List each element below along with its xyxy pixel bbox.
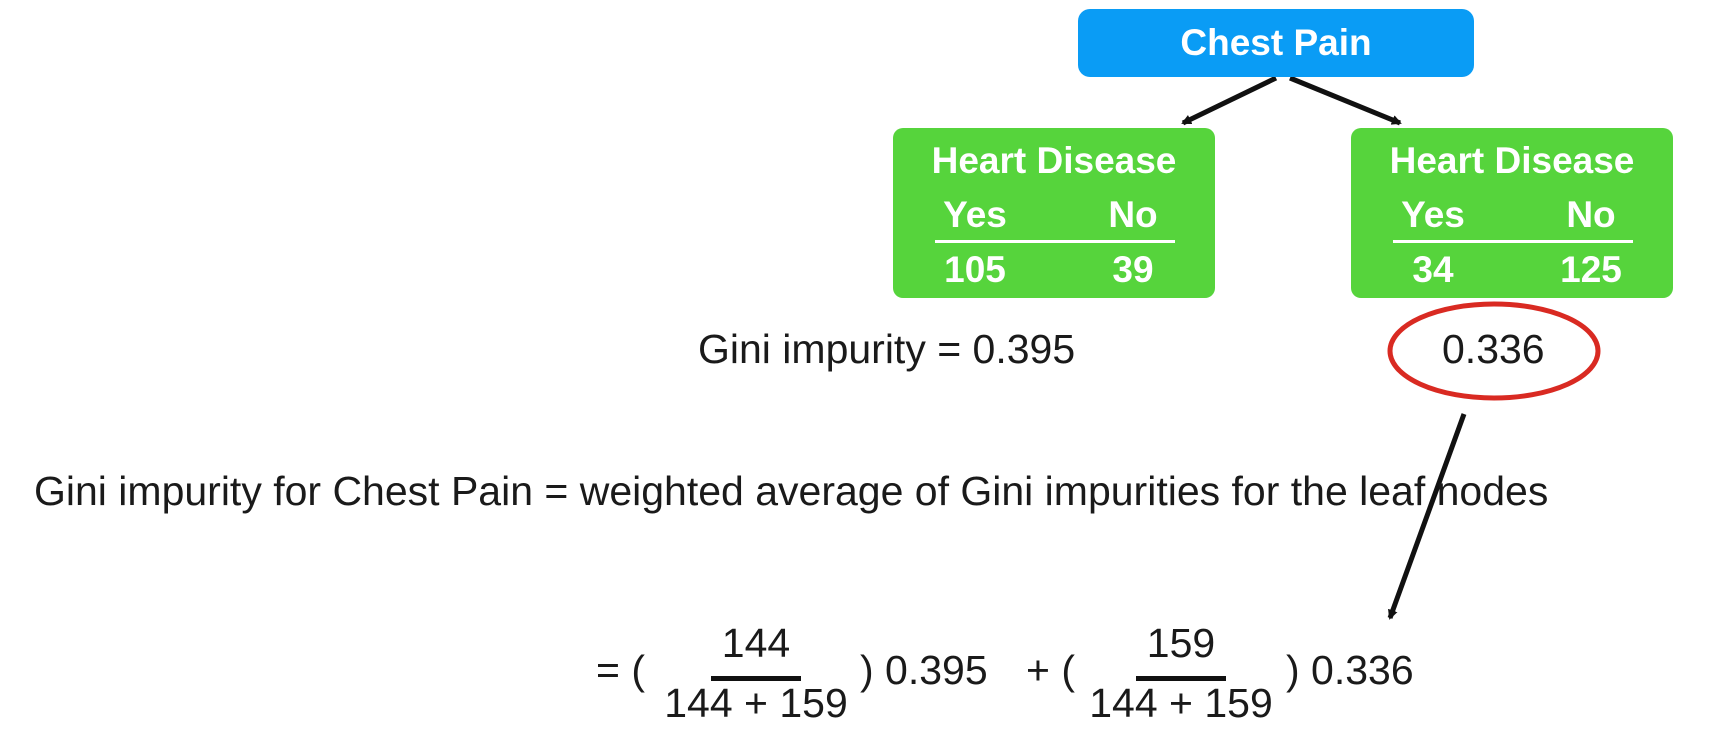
fraction-1-numerator: 144 [721,620,791,666]
root-node-label: Chest Pain [1180,22,1372,63]
formula-close-2-value: ) 0.336 [1286,647,1414,693]
right-leaf-no-value: 125 [1560,249,1622,290]
left-leaf-yes-value: 105 [944,249,1006,290]
left-leaf-yes-label: Yes [943,194,1007,235]
right-leaf-title: Heart Disease [1389,140,1635,181]
root-node-chest-pain: Chest Pain [1078,9,1474,77]
right-leaf-node: Heart Disease Yes No 34 125 [1351,128,1673,298]
right-leaf-yes-value: 34 [1412,249,1454,290]
left-leaf-no-label: No [1108,194,1158,235]
right-gini-value: 0.336 [1442,326,1545,372]
right-leaf-no-label: No [1566,194,1616,235]
fraction-1-denominator: 144 + 159 [664,680,848,726]
fraction-1-bar [711,676,801,681]
left-leaf-node: Heart Disease Yes No 105 39 [893,128,1215,298]
arrow-root-to-right-leaf [1289,75,1402,126]
fraction-2-denominator: 144 + 159 [1089,680,1273,726]
fraction-2-numerator: 159 [1146,620,1216,666]
right-leaf-yes-label: Yes [1401,194,1465,235]
right-leaf-divider [1393,240,1633,243]
definition-text: Gini impurity for Chest Pain = weighted … [34,468,1549,514]
fraction-2-bar [1136,676,1226,681]
arrow-root-to-left-leaf [1181,75,1278,126]
formula-equals-open: = ( [596,647,645,693]
formula-plus-open: + ( [1026,647,1075,693]
formula-close-1-value: ) 0.395 [860,647,988,693]
left-leaf-divider [935,240,1175,243]
left-gini-text: Gini impurity = 0.395 [698,326,1076,372]
arrow-value-to-formula [1387,413,1467,620]
highlight-ring [1387,301,1601,401]
left-leaf-no-value: 39 [1112,249,1154,290]
left-leaf-title: Heart Disease [931,140,1177,181]
